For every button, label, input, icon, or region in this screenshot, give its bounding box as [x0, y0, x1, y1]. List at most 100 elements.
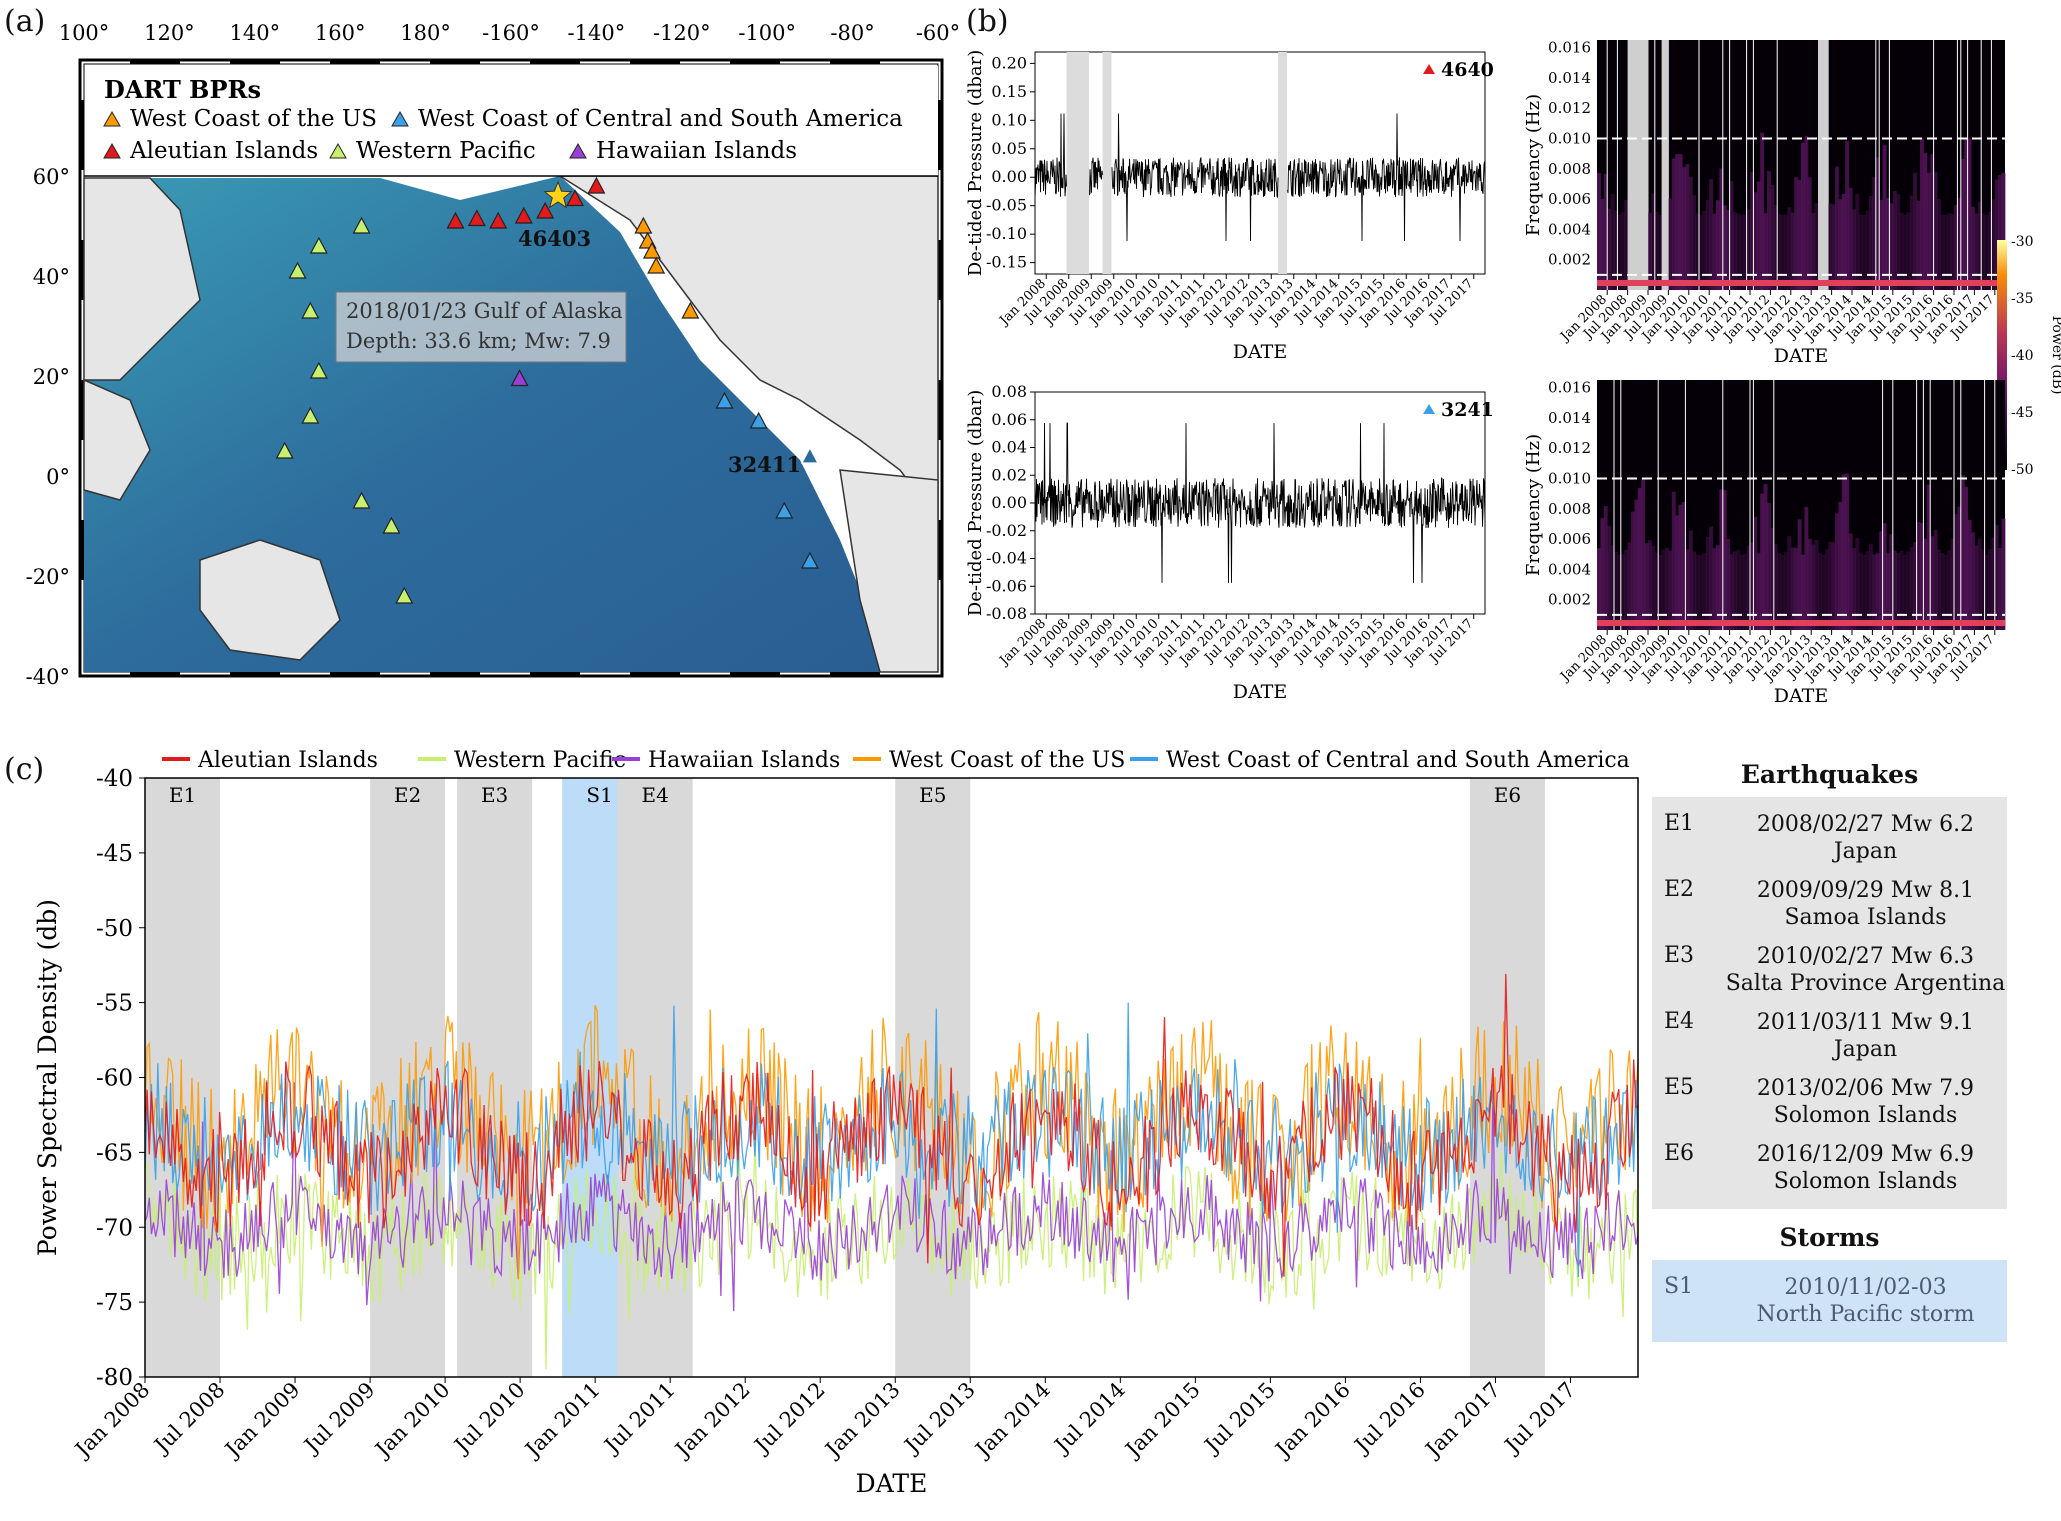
spec-column [1654, 211, 1659, 290]
earthquake-row: E4 2011/03/11 Mw 9.1 Japan [1652, 1003, 2007, 1069]
spec-column [1807, 538, 1812, 630]
spec-column [1787, 207, 1792, 290]
y-axis-label: Power Spectral Density (db) [33, 899, 62, 1256]
earthquake-row: E2 2009/09/29 Mw 8.1 Samoa Islands [1652, 871, 2007, 937]
x-tick-label: Jan 2016 [1270, 1378, 1355, 1463]
spec-column [1865, 551, 1870, 630]
x-tick-label: Jul 2017 [1499, 1378, 1580, 1459]
y-tick-label: 0.006 [1548, 190, 1591, 208]
event-shade [1469, 778, 1545, 1377]
legend-marker [103, 110, 121, 127]
spec-column [1780, 215, 1785, 290]
legend-label: Aleutian Islands [129, 138, 318, 164]
y-tick-label: 0.06 [991, 410, 1027, 429]
spec-column [1879, 531, 1884, 630]
y-tick-label: -40 [96, 766, 133, 792]
spec-column [1954, 205, 1958, 290]
psd-legend-label: Western Pacific [454, 748, 626, 773]
spec-column [1739, 555, 1744, 630]
spec-column [1722, 205, 1727, 290]
spec-column [1855, 193, 1860, 290]
spec-column [1845, 473, 1850, 630]
y-tick-label: 0.016 [1548, 380, 1591, 397]
spec-column [1852, 548, 1856, 630]
spec-gap [1631, 40, 1635, 290]
spec-column [1926, 172, 1931, 290]
spec-column [2001, 518, 2006, 630]
x-tick-label: Jan 2015 [1120, 1378, 1205, 1463]
station-label-32411: 32411 [728, 452, 801, 477]
spec-column [1967, 138, 1972, 290]
spec-column [1896, 552, 1901, 630]
spec-column [1923, 538, 1928, 630]
event-label: S1 [586, 783, 612, 807]
spec-column [1991, 199, 1996, 290]
storm-id: S1 [1664, 1274, 1694, 1299]
colorbar-tick-label: -50 [2011, 462, 2034, 478]
y-tick-label: 0.010 [1548, 129, 1591, 147]
data-gap [1102, 52, 1112, 274]
spec-column [1682, 167, 1686, 290]
spec-column [1705, 536, 1710, 630]
spec-column [1682, 502, 1686, 630]
spec-column [1892, 550, 1897, 630]
y-tick-label: 0.02 [991, 465, 1027, 484]
psd-legend-label: Hawaiian Islands [648, 748, 840, 773]
spec-column [1746, 209, 1751, 290]
x-tick-label: Jul 2009 [298, 1378, 379, 1459]
y-tick-label: 0.014 [1548, 409, 1591, 427]
spec-column [1899, 212, 1904, 290]
spec-column [1607, 208, 1612, 290]
eq-place: Salta Province Argentina [1725, 971, 2006, 996]
y-tick-label: 0.002 [1548, 591, 1591, 609]
spec-column [1872, 554, 1877, 630]
x-tick-label: Jul 2014 [1049, 1378, 1130, 1459]
station-aleutian [587, 176, 606, 194]
station-label-46403: 46403 [518, 226, 591, 251]
pacific-map: DART BPRs West Coast of the US West Coast… [26, 21, 960, 689]
y-axis-label: De-tided Pressure (dbar) [965, 50, 986, 276]
station-aleutian [489, 211, 508, 229]
eq-id: E6 [1664, 1141, 1695, 1166]
x-tick-label: Jul 2015 [1199, 1378, 1280, 1459]
panel-label-c: (c) [4, 752, 45, 787]
lat-tick-label: 60° [33, 165, 70, 189]
spec-column [1699, 555, 1703, 630]
colorbar-label: Power (dB) [2049, 316, 2061, 395]
spec-column [1950, 538, 1955, 630]
ts-32411: 0.08 0.06 0.04 0.02 0.00 -0.02 -0.04 -0.06 -0.08… [965, 382, 1495, 703]
psd-chart: E1 E2 E3 S1 E4 E5 E6 -40 -45 -50 -55 -60 -65 -70 -75 -8… [33, 748, 1639, 1498]
data-gap [1278, 52, 1287, 274]
spec-column [1869, 195, 1873, 290]
y-tick-label: 0.006 [1548, 530, 1591, 548]
spec-column [1743, 214, 1748, 290]
lon-tick-label: -80° [830, 21, 874, 45]
spec-column [1821, 555, 1826, 630]
spec-column [1801, 142, 1805, 290]
lon-tick-label: 100° [59, 21, 110, 45]
station-western-pacific [395, 586, 414, 604]
station-title: 46403 [1441, 59, 1495, 81]
eq-id: E4 [1664, 1009, 1695, 1034]
spec-column [1631, 511, 1635, 630]
spec-46403: 0.016 0.014 0.012 0.010 0.008 0.006 0.004 0.002… [1523, 40, 2006, 367]
spec-column [1930, 536, 1935, 630]
spec-column [1858, 552, 1863, 630]
y-tick-label: -0.15 [986, 253, 1027, 272]
spec-column [1614, 552, 1618, 630]
psd-plot-area [145, 778, 1638, 1377]
earthquake-row: E6 2016/12/09 Mw 6.9 Solomon Islands [1652, 1135, 2007, 1201]
lat-tick-label: -20° [26, 565, 70, 589]
lon-tick-label: 180° [400, 21, 451, 45]
event-label: E5 [919, 783, 946, 807]
spec-column [1920, 138, 1924, 290]
station-hawaiian [510, 369, 529, 387]
spec-column [1777, 553, 1782, 630]
spec-column [1865, 210, 1870, 290]
spec-column [1750, 542, 1754, 630]
spec-column [1719, 168, 1724, 290]
storms-list: S1 2010/11/02-03 North Pacific storm [1652, 1260, 2007, 1342]
y-axis-label: Frequency (Hz) [1523, 94, 1544, 236]
station-western-pacific [301, 406, 320, 424]
legend-label: West Coast of the US [130, 106, 377, 132]
